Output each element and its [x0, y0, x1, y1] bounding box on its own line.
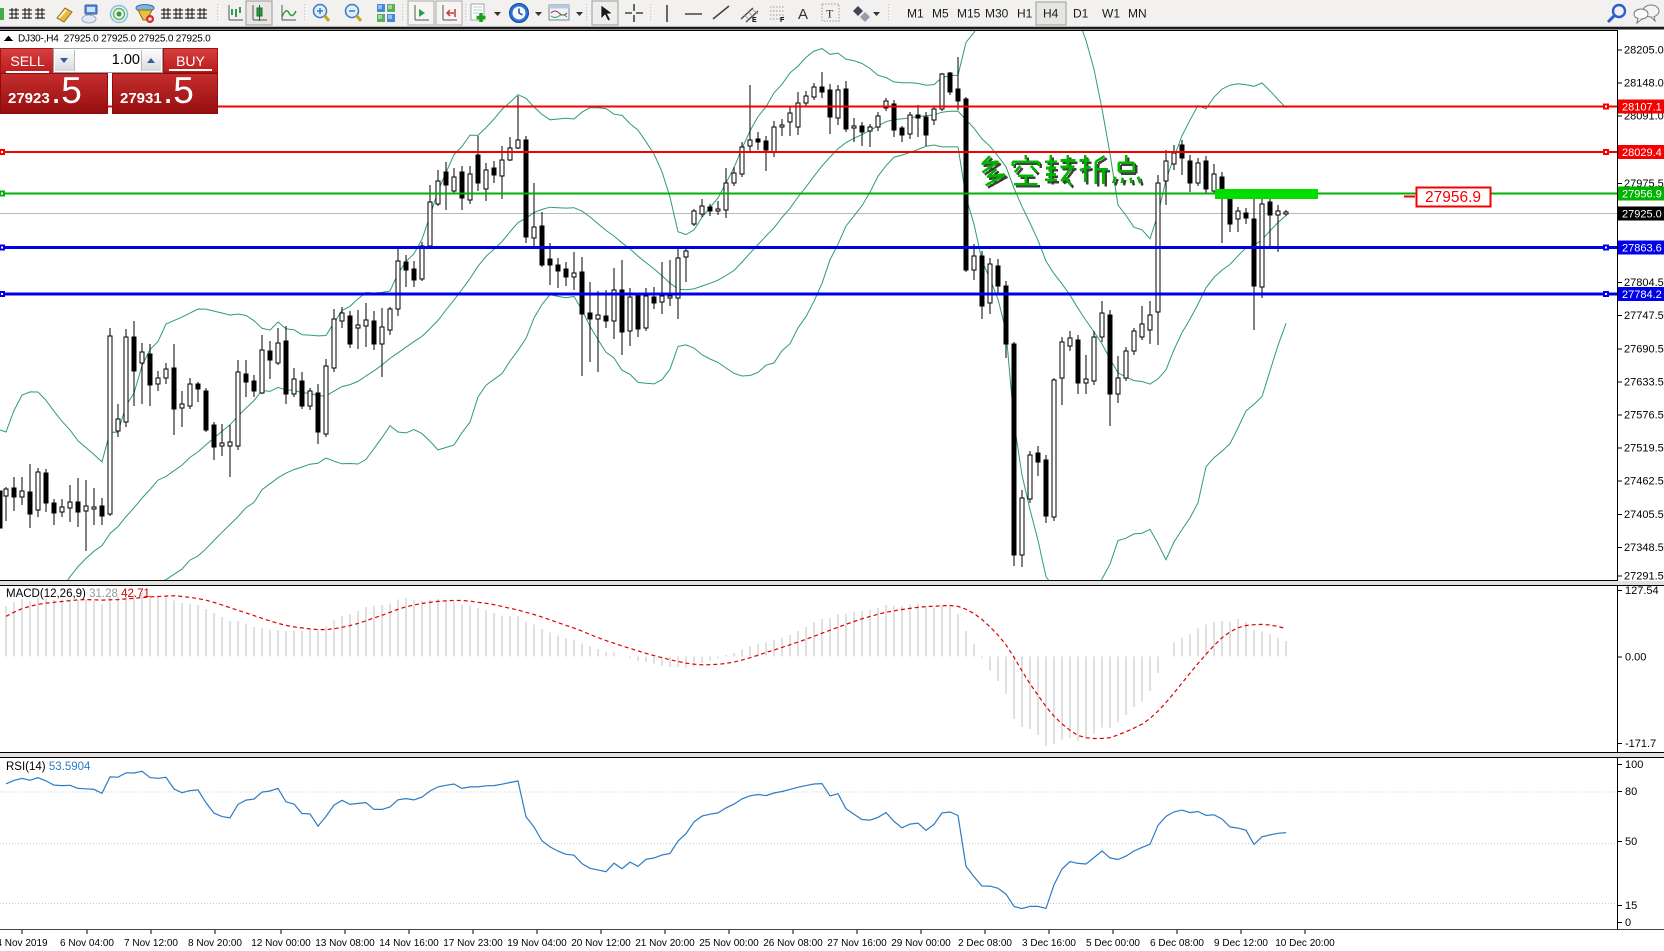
svg-text:M15: M15: [957, 7, 981, 21]
svg-text:DJ30-,H4 27925.0 27925.0 2792: DJ30-,H4 27925.0 27925.0 27925.0 27925.0: [18, 34, 211, 45]
svg-text:13 Nov 08:00: 13 Nov 08:00: [315, 938, 375, 949]
svg-text:27291.5: 27291.5: [1624, 571, 1664, 582]
svg-text:26 Nov 08:00: 26 Nov 08:00: [763, 938, 823, 949]
svg-text:27747.5: 27747.5: [1624, 310, 1664, 322]
svg-text:T: T: [826, 7, 834, 21]
svg-text:27925.0: 27925.0: [1622, 209, 1662, 221]
svg-text:W1: W1: [1102, 7, 1120, 21]
svg-text:3 Dec 16:00: 3 Dec 16:00: [1022, 938, 1076, 949]
svg-text:19 Nov 04:00: 19 Nov 04:00: [507, 938, 567, 949]
svg-text:H4: H4: [1043, 7, 1059, 21]
svg-text:50: 50: [1625, 836, 1637, 848]
svg-text:27633.5: 27633.5: [1624, 376, 1664, 388]
svg-text:17 Nov 23:00: 17 Nov 23:00: [443, 938, 503, 949]
svg-text:21 Nov 20:00: 21 Nov 20:00: [635, 938, 695, 949]
svg-text:MN: MN: [1128, 7, 1147, 21]
svg-text:M30: M30: [985, 7, 1009, 21]
svg-text:A: A: [798, 6, 808, 23]
svg-text:9 Dec 12:00: 9 Dec 12:00: [1214, 938, 1268, 949]
svg-text:27956.9: 27956.9: [1425, 189, 1481, 206]
svg-text:27784.2: 27784.2: [1622, 289, 1662, 301]
svg-text:27519.5: 27519.5: [1624, 443, 1664, 455]
svg-text:27863.6: 27863.6: [1622, 242, 1662, 254]
svg-text:F: F: [780, 17, 785, 24]
svg-text:E: E: [752, 17, 757, 24]
svg-text:H1: H1: [1017, 7, 1033, 21]
svg-text:MACD(12,26,9) 31.28 42.71: MACD(12,26,9) 31.28 42.71: [6, 588, 150, 600]
svg-text:14 Nov 16:00: 14 Nov 16:00: [379, 938, 439, 949]
svg-text:27348.5: 27348.5: [1624, 542, 1664, 554]
svg-text:6 Dec 08:00: 6 Dec 08:00: [1150, 938, 1204, 949]
svg-text:25 Nov 00:00: 25 Nov 00:00: [699, 938, 759, 949]
svg-text:7 Nov 12:00: 7 Nov 12:00: [124, 938, 178, 949]
svg-text:RSI(14) 53.5904: RSI(14) 53.5904: [6, 761, 91, 773]
svg-text:-171.7: -171.7: [1625, 738, 1656, 750]
svg-text:28029.4: 28029.4: [1622, 147, 1662, 159]
svg-text:80: 80: [1625, 786, 1637, 798]
svg-text:2 Dec 08:00: 2 Dec 08:00: [958, 938, 1012, 949]
svg-text:5 Dec 00:00: 5 Dec 00:00: [1086, 938, 1140, 949]
svg-text:127.54: 127.54: [1625, 585, 1659, 597]
svg-text:0.00: 0.00: [1625, 652, 1646, 664]
svg-text:27462.5: 27462.5: [1624, 476, 1664, 488]
svg-text:0: 0: [1625, 917, 1631, 929]
svg-text:27 Nov 16:00: 27 Nov 16:00: [827, 938, 887, 949]
svg-text:28148.0: 28148.0: [1624, 78, 1664, 90]
svg-text:20 Nov 12:00: 20 Nov 12:00: [571, 938, 631, 949]
svg-text:28107.1: 28107.1: [1622, 101, 1662, 113]
svg-text:27690.5: 27690.5: [1624, 343, 1664, 355]
svg-text:100: 100: [1625, 759, 1643, 771]
svg-text:28091.0: 28091.0: [1624, 111, 1664, 123]
svg-text:8 Nov 20:00: 8 Nov 20:00: [188, 938, 242, 949]
svg-text:27804.5: 27804.5: [1624, 277, 1664, 289]
svg-text:M1: M1: [907, 7, 924, 21]
svg-text:10 Dec 20:00: 10 Dec 20:00: [1275, 938, 1335, 949]
svg-text:29 Nov 00:00: 29 Nov 00:00: [891, 938, 951, 949]
svg-text:6 Nov 04:00: 6 Nov 04:00: [60, 938, 114, 949]
svg-text:D1: D1: [1073, 7, 1089, 21]
svg-text:15: 15: [1625, 900, 1637, 912]
svg-text:27576.5: 27576.5: [1624, 410, 1664, 422]
svg-text:M5: M5: [932, 7, 949, 21]
svg-text:27956.9: 27956.9: [1622, 189, 1662, 201]
svg-text:28205.0: 28205.0: [1624, 45, 1664, 57]
svg-text:12 Nov 00:00: 12 Nov 00:00: [251, 938, 311, 949]
svg-text:27405.5: 27405.5: [1624, 509, 1664, 521]
svg-text:4 Nov 2019: 4 Nov 2019: [0, 938, 48, 949]
